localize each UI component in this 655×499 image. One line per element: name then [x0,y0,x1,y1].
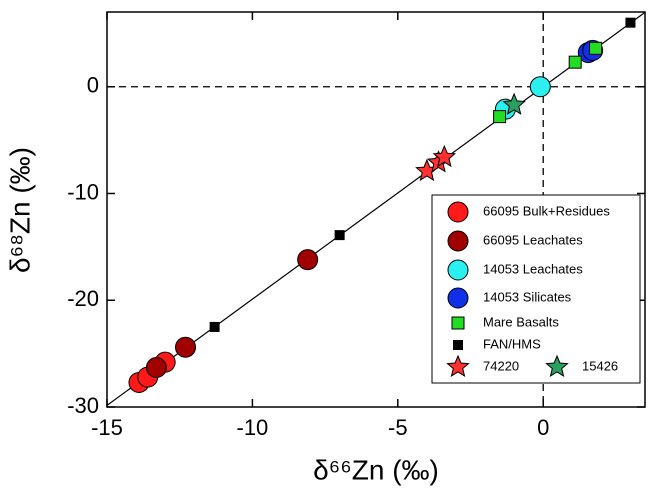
x-tick-label: -15 [91,415,123,440]
fit-line [107,12,645,406]
x-tick-label: -10 [237,415,269,440]
y-tick-label: -20 [67,286,99,311]
legend-label: 15426 [582,358,618,373]
point [209,321,220,332]
point [334,230,345,241]
legend-label: 14053 Leachates [483,261,583,276]
legend-label: 74220 [483,358,519,373]
x-axis-label: δ⁶⁶Zn (‰) [313,454,439,485]
legend-label: 14053 Silicates [483,289,572,304]
point [175,336,197,358]
legend-label: Mare Basalts [483,314,559,329]
point [432,144,457,168]
point [493,110,507,124]
legend-box [431,194,641,384]
plot-frame [106,11,646,408]
y-tick-label: -30 [67,393,99,418]
legend-marker [545,354,569,377]
point [502,92,526,115]
legend-label: 66095 Bulk+Residues [483,203,610,218]
legend-marker [447,201,469,223]
legend-marker [447,259,469,281]
legend-marker [447,287,469,309]
legend-marker [446,354,470,377]
legend-marker [451,316,465,330]
x-tick-label: 0 [537,415,549,440]
point [297,249,319,271]
point [145,357,167,378]
y-axis-label: δ⁶⁸Zn (‰) [4,147,35,273]
point [589,41,603,55]
point [625,17,636,28]
legend-label: 66095 Leachates [483,232,583,247]
legend-marker [453,340,463,350]
x-tick-label: -5 [388,415,408,440]
y-tick-label: 0 [87,73,99,98]
legend-label: FAN/HMS [483,336,541,351]
point [568,55,582,69]
legend-marker [447,230,469,252]
point [529,76,551,98]
y-tick-label: -10 [67,179,99,204]
